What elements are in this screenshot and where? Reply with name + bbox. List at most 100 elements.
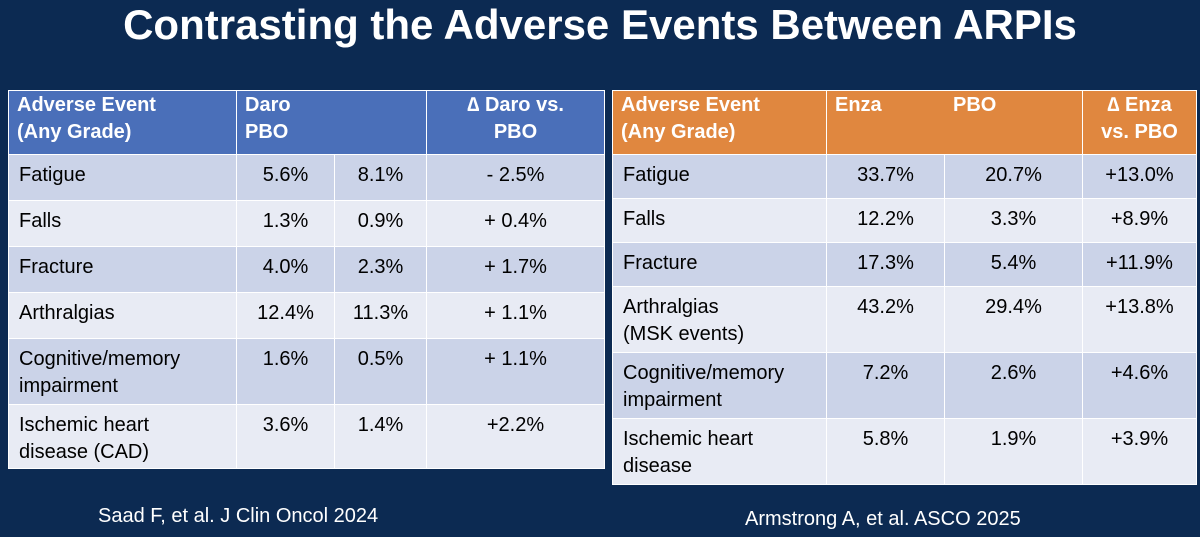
event-line2: impairment: [623, 389, 722, 411]
table-row: Falls 12.2% 3.3% +8.9%: [612, 198, 1197, 243]
event-cell: Arthralgias (MSK events): [612, 286, 827, 353]
drug-cell: 3.6%: [236, 404, 335, 469]
table-row: Cognitive/memory impairment 7.2% 2.6% +4…: [612, 352, 1197, 419]
pbo-cell: 29.4%: [944, 286, 1083, 353]
event-line2: impairment: [19, 375, 118, 397]
header-pbo-label: PBO: [953, 94, 997, 116]
pbo-cell: 2.6%: [944, 352, 1083, 419]
event-line2: disease: [623, 455, 692, 477]
drug-cell: 1.6%: [236, 338, 335, 405]
pbo-cell: 0.9%: [333, 200, 428, 247]
pbo-cell: 8.1%: [333, 154, 428, 201]
delta-cell: + 1.1%: [426, 338, 606, 405]
delta-cell: +13.8%: [1082, 286, 1197, 353]
event-line1: Arthralgias: [623, 296, 719, 318]
pbo-cell: 5.4%: [944, 242, 1083, 287]
header-adverse-event: Adverse Event (Any Grade): [612, 90, 827, 155]
event-cell: Ischemic heart disease (CAD): [8, 404, 237, 469]
event-line1: Ischemic heart: [19, 414, 150, 436]
pbo-cell: 1.4%: [333, 404, 428, 469]
event-cell: Fatigue: [612, 154, 827, 199]
table-row: Fracture 4.0% 2.3% + 1.7%: [8, 246, 606, 293]
header-enza-pbo: Enza PBO: [826, 90, 1083, 155]
event-line2: disease (CAD): [19, 441, 150, 463]
header-event-line2: (Any Grade): [621, 121, 736, 143]
slide-title: Contrasting the Adverse Events Between A…: [123, 1, 1077, 48]
daro-adverse-events-table: Adverse Event (Any Grade) Daro PBO ∆ Dar…: [8, 90, 606, 469]
table-row: Fatigue 33.7% 20.7% +13.0%: [612, 154, 1197, 199]
header-drug-line2: PBO: [245, 121, 289, 143]
delta-cell: + 1.7%: [426, 246, 606, 293]
table-row: Fatigue 5.6% 8.1% - 2.5%: [8, 154, 606, 201]
table-row: Arthralgias 12.4% 11.3% + 1.1%: [8, 292, 606, 339]
event-line1: Fatigue: [19, 164, 86, 186]
event-cell: Fracture: [8, 246, 237, 293]
drug-cell: 12.2%: [826, 198, 945, 243]
pbo-cell: 0.5%: [333, 338, 428, 405]
event-line1: Fracture: [19, 256, 94, 278]
delta-cell: +2.2%: [426, 404, 606, 469]
citation-left: Saad F, et al. J Clin Oncol 2024: [98, 505, 379, 527]
drug-cell: 4.0%: [236, 246, 335, 293]
table-row: Falls 1.3% 0.9% + 0.4%: [8, 200, 606, 247]
event-cell: Ischemic heart disease: [612, 418, 827, 485]
pbo-cell: 2.3%: [333, 246, 428, 293]
header-event-line1: Adverse Event: [17, 94, 156, 116]
header-drug-label: Enza: [835, 94, 882, 116]
delta-cell: + 0.4%: [426, 200, 606, 247]
event-cell: Falls: [8, 200, 237, 247]
table-header-row: Adverse Event (Any Grade) Daro PBO ∆ Dar…: [8, 90, 606, 155]
delta-cell: +8.9%: [1082, 198, 1197, 243]
event-line1: Falls: [623, 208, 666, 230]
event-line1: Cognitive/memory: [623, 362, 785, 384]
delta-cell: - 2.5%: [426, 154, 606, 201]
drug-cell: 5.6%: [236, 154, 335, 201]
event-line1: Ischemic heart: [623, 428, 754, 450]
delta-cell: +4.6%: [1082, 352, 1197, 419]
delta-cell: +13.0%: [1082, 154, 1197, 199]
event-line1: Falls: [19, 210, 62, 232]
table-row: Cognitive/memory impairment 1.6% 0.5% + …: [8, 338, 606, 405]
header-event-line1: Adverse Event: [621, 94, 760, 116]
pbo-cell: 20.7%: [944, 154, 1083, 199]
table-row: Ischemic heart disease 5.8% 1.9% +3.9%: [612, 418, 1197, 485]
event-cell: Cognitive/memory impairment: [8, 338, 237, 405]
delta-cell: +3.9%: [1082, 418, 1197, 485]
header-event-line2: (Any Grade): [17, 121, 132, 143]
header-delta: ∆ Daro vs. PBO: [426, 90, 606, 155]
event-line1: Arthralgias: [19, 302, 115, 324]
header-delta: ∆ Enza vs. PBO: [1082, 90, 1197, 155]
header-adverse-event: Adverse Event (Any Grade): [8, 90, 237, 155]
header-delta-line2: PBO: [493, 121, 538, 143]
drug-cell: 33.7%: [826, 154, 945, 199]
header-delta-line1: ∆ Daro vs.: [467, 94, 564, 116]
pbo-cell: 3.3%: [944, 198, 1083, 243]
table-row: Ischemic heart disease (CAD) 3.6% 1.4% +…: [8, 404, 606, 469]
enza-adverse-events-table: Adverse Event (Any Grade) Enza PBO ∆ Enz…: [612, 90, 1197, 485]
event-cell: Falls: [612, 198, 827, 243]
table-header-row: Adverse Event (Any Grade) Enza PBO ∆ Enz…: [612, 90, 1197, 155]
delta-cell: + 1.1%: [426, 292, 606, 339]
header-delta-line1: ∆ Enza: [1107, 94, 1172, 116]
event-line1: Fracture: [623, 252, 698, 274]
event-cell: Arthralgias: [8, 292, 237, 339]
table-row: Arthralgias (MSK events) 43.2% 29.4% +13…: [612, 286, 1197, 353]
drug-cell: 43.2%: [826, 286, 945, 353]
drug-cell: 7.2%: [826, 352, 945, 419]
delta-cell: +11.9%: [1082, 242, 1197, 287]
event-cell: Cognitive/memory impairment: [612, 352, 827, 419]
header-daro-pbo: Daro PBO: [235, 90, 428, 155]
citation-right: Armstrong A, et al. ASCO 2025: [745, 508, 1021, 530]
drug-cell: 12.4%: [236, 292, 335, 339]
event-cell: Fatigue: [8, 154, 237, 201]
event-line1: Cognitive/memory: [19, 348, 181, 370]
drug-cell: 1.3%: [236, 200, 335, 247]
event-cell: Fracture: [612, 242, 827, 287]
header-drug-line1: Daro: [245, 94, 291, 116]
event-line2: (MSK events): [623, 323, 745, 345]
event-line1: Fatigue: [623, 164, 690, 186]
header-delta-line2: vs. PBO: [1101, 121, 1178, 143]
pbo-cell: 11.3%: [333, 292, 428, 339]
pbo-cell: 1.9%: [944, 418, 1083, 485]
drug-cell: 5.8%: [826, 418, 945, 485]
